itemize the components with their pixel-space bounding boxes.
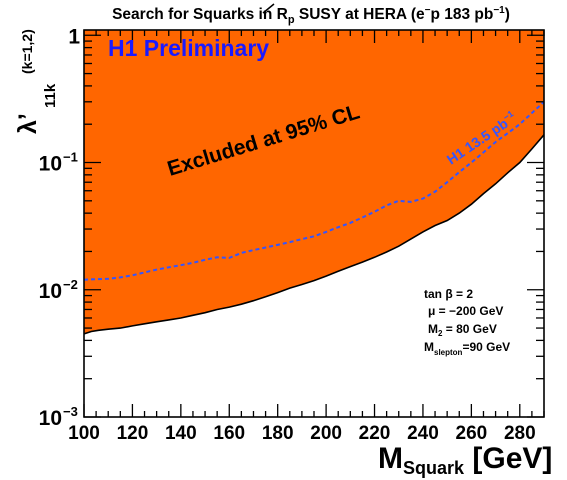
axes-layer: 100 120 140 160 180 200 220 240 260 28010−310−210… [39, 25, 545, 444]
parameters-box: tan β = 2 μ = −200 GeV M2 = 80 GeV Mslep… [424, 287, 510, 357]
title-r: R [277, 6, 288, 23]
x-tick-label: 100 [68, 423, 100, 444]
y-tick-exponent: −2 [63, 277, 78, 292]
x-tick-label: 120 [117, 423, 149, 444]
chart-title: Search for Squarks in Rp SUSY at HERA (e… [112, 5, 510, 26]
preliminary-label: H1 Preliminary [108, 35, 269, 61]
h1-limit-curve [83, 101, 545, 281]
param-mslepton: Mslepton=90 GeV [424, 340, 510, 357]
param-tanb: tan β = 2 [424, 287, 473, 301]
y-tick-label: 10 [39, 280, 62, 303]
x-tick-label: 180 [262, 423, 294, 444]
excluded-region-layer [84, 30, 544, 334]
param-mu: μ = −200 GeV [428, 304, 503, 318]
y-axis-label-main: λ’ [14, 113, 42, 134]
y-tick-label: 10 [39, 153, 62, 176]
param-m2: M2 = 80 GeV [428, 322, 497, 338]
x-tick-label: 240 [407, 423, 439, 444]
y-axis-label-paren: (k=1,2) [19, 29, 35, 74]
y-tick-label: 10 [39, 407, 62, 430]
x-tick-label: 280 [504, 423, 536, 444]
y-axis-label-sub: 11k [42, 83, 59, 108]
x-tick-label: 200 [310, 423, 342, 444]
y-tick-exponent: −3 [63, 404, 78, 419]
y-tick-exponent: −1 [63, 150, 78, 165]
x-tick-label: 220 [359, 423, 391, 444]
x-tick-label: 140 [165, 423, 197, 444]
title-r-bar [262, 3, 275, 14]
x-tick-label: 160 [213, 423, 245, 444]
limit-lines-layer [83, 101, 545, 335]
x-axis-label: MSquark [GeV] [378, 442, 552, 478]
x-tick-label: 260 [456, 423, 488, 444]
excluded-region [84, 30, 544, 334]
title-r-sub: p [288, 14, 295, 26]
y-tick-label: 1 [68, 25, 80, 48]
limit-curve [83, 134, 545, 335]
y-axis-label: λ’ 11k (k=1,2) [14, 29, 59, 134]
